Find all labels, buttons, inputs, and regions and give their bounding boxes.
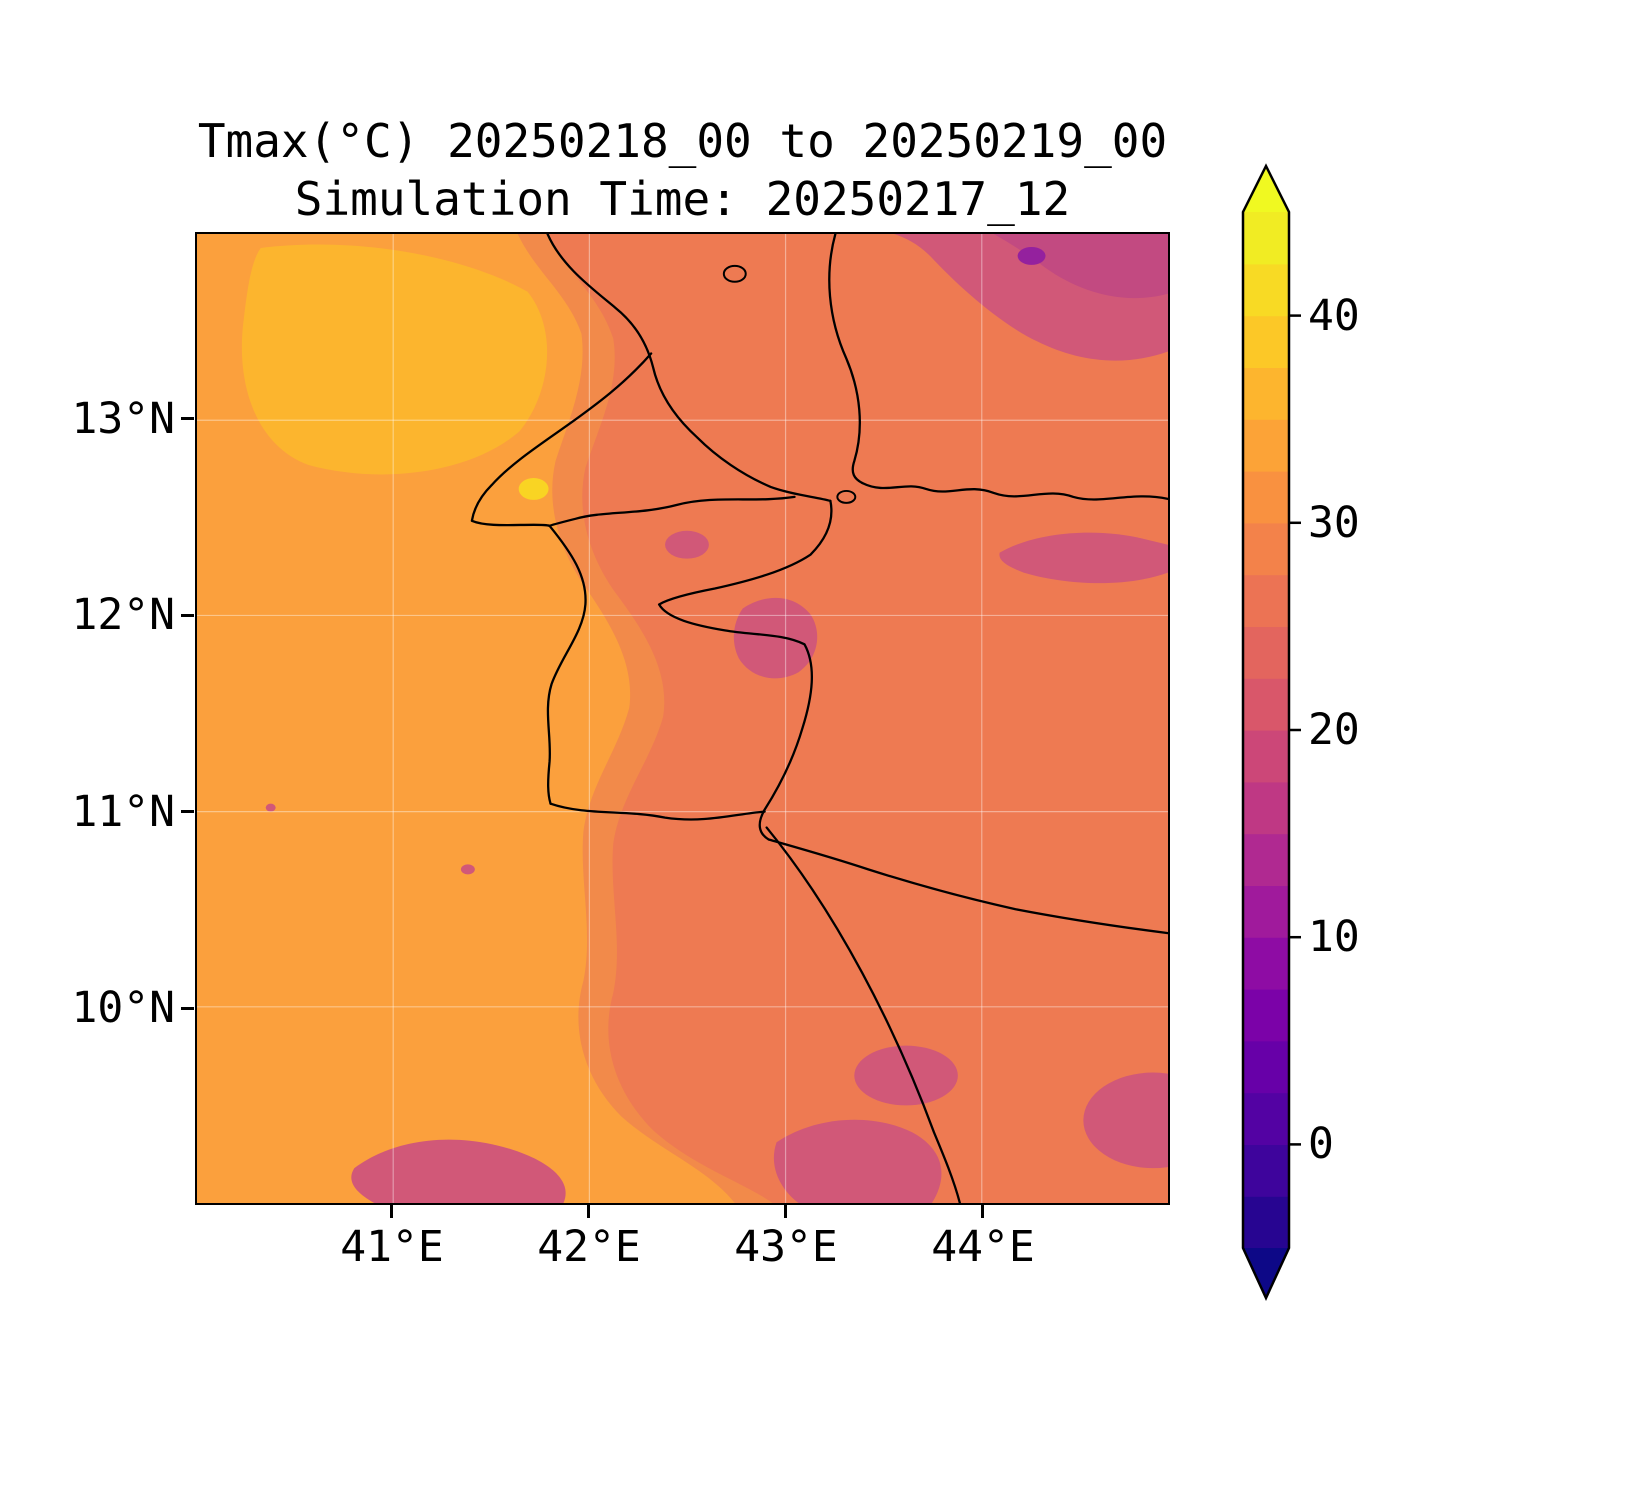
colorbar-label-10: 10 bbox=[1308, 912, 1360, 962]
colorbar-label-0: 0 bbox=[1308, 1119, 1334, 1169]
colorbar-band bbox=[1243, 781, 1289, 835]
x-tick-label-42e: 42°E bbox=[537, 1222, 641, 1272]
coastline-gulf-aden-north bbox=[861, 481, 1168, 501]
colorbar-band bbox=[1243, 885, 1289, 938]
x-tick-label-44e: 44°E bbox=[931, 1222, 1035, 1272]
island-hanish bbox=[722, 264, 747, 283]
colorbar-band bbox=[1243, 626, 1289, 679]
y-tick-mark bbox=[181, 417, 194, 420]
colorbar-band bbox=[1243, 315, 1289, 368]
colorbar-band bbox=[1243, 1144, 1289, 1197]
colorbar-band bbox=[1243, 1092, 1289, 1145]
field-purple-spot bbox=[1017, 246, 1046, 265]
coastline-yemen-west bbox=[828, 234, 864, 485]
map-plot-area bbox=[195, 232, 1170, 1205]
x-tick-mark bbox=[390, 1205, 393, 1218]
field-magenta-central bbox=[733, 597, 818, 679]
field-magenta-small-central bbox=[665, 530, 709, 559]
y-tick-label-13n: 13°N bbox=[71, 394, 175, 444]
colorbar-band bbox=[1243, 212, 1289, 265]
colorbar-outline bbox=[1241, 163, 1291, 1301]
field-band-32-35 bbox=[197, 234, 735, 1203]
y-tick-label-10n: 10°N bbox=[71, 983, 175, 1033]
x-tick-mark bbox=[587, 1205, 590, 1218]
colorbar-band bbox=[1243, 367, 1289, 420]
colorbar-band bbox=[1243, 522, 1289, 576]
field-magenta-east-edge bbox=[1083, 1072, 1168, 1169]
x-tick-mark bbox=[784, 1205, 787, 1218]
field-magenta-dot-2 bbox=[265, 803, 276, 812]
border-eritrea-djibouti bbox=[548, 495, 796, 527]
colorbar-band bbox=[1243, 937, 1289, 990]
field-magenta-dot-1 bbox=[460, 864, 475, 875]
field-band-35-40-northwest bbox=[241, 244, 548, 475]
figure-title: Tmax(°C) 20250218_00 to 20250219_00 Simu… bbox=[195, 112, 1170, 228]
colorbar-label-40: 40 bbox=[1308, 291, 1360, 341]
y-tick-mark bbox=[181, 614, 194, 617]
colorbar bbox=[1241, 163, 1301, 1301]
title-line-1: Tmax(°C) 20250218_00 to 20250219_00 bbox=[197, 114, 1168, 168]
colorbar-band bbox=[1243, 471, 1289, 524]
colorbar-label-20: 20 bbox=[1308, 705, 1360, 755]
colorbar-band bbox=[1243, 1040, 1289, 1094]
y-tick-mark bbox=[181, 1007, 194, 1010]
x-tick-label-41e: 41°E bbox=[340, 1222, 444, 1272]
field-magenta-east-strip bbox=[999, 532, 1168, 584]
y-tick-mark bbox=[181, 810, 194, 813]
colorbar-over-arrow bbox=[1243, 166, 1289, 212]
colorbar-band bbox=[1243, 989, 1289, 1042]
graticule bbox=[197, 234, 1168, 1203]
border-djibouti-west bbox=[546, 524, 587, 805]
field-magenta-southwest bbox=[351, 1139, 566, 1203]
x-tick-mark bbox=[981, 1205, 984, 1218]
y-tick-label-11n: 11°N bbox=[71, 787, 175, 837]
coastline-djibouti-somalia bbox=[657, 499, 1168, 935]
colorbar-band bbox=[1243, 678, 1289, 731]
coastlines-and-borders bbox=[470, 234, 1168, 1203]
colorbar-band bbox=[1243, 730, 1289, 783]
border-ethiopia-somalia bbox=[765, 826, 962, 1203]
colorbar-under-arrow bbox=[1243, 1248, 1289, 1298]
colorbar-band bbox=[1243, 1196, 1289, 1249]
colorbar-band bbox=[1243, 574, 1289, 627]
x-tick-label-43e: 43°E bbox=[734, 1222, 838, 1272]
island-perim bbox=[836, 489, 857, 504]
field-magenta-southeast bbox=[854, 1045, 958, 1106]
colorbar-label-30: 30 bbox=[1308, 498, 1360, 548]
colorbar-band bbox=[1243, 419, 1289, 472]
y-tick-label-12n: 12°N bbox=[71, 590, 175, 640]
field-magenta-south bbox=[773, 1119, 942, 1203]
border-djibouti-south bbox=[549, 802, 766, 821]
title-line-2: Simulation Time: 20250217_12 bbox=[294, 172, 1071, 226]
field-hot-spot bbox=[518, 477, 549, 500]
colorbar-band bbox=[1243, 833, 1289, 886]
coastline-red-sea-west bbox=[546, 234, 832, 503]
temperature-field bbox=[197, 234, 1168, 1203]
border-eritrea-ethiopia bbox=[470, 352, 653, 527]
colorbar-band bbox=[1243, 263, 1289, 317]
